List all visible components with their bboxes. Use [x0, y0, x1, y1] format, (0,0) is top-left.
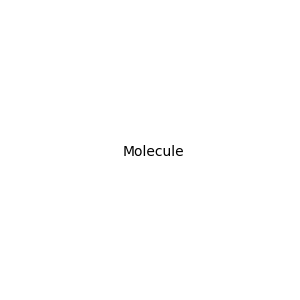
Text: Molecule: Molecule: [123, 145, 184, 158]
